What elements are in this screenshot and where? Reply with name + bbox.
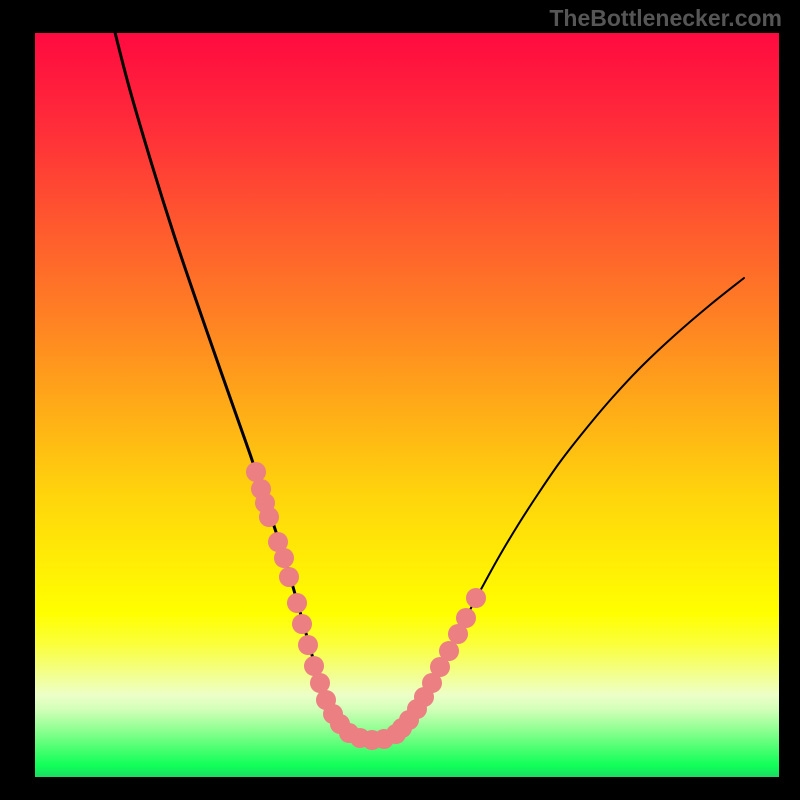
- data-marker: [292, 614, 312, 634]
- data-marker: [279, 567, 299, 587]
- data-marker: [274, 548, 294, 568]
- data-marker: [439, 641, 459, 661]
- data-marker: [456, 608, 476, 628]
- data-marker: [298, 635, 318, 655]
- data-marker: [287, 593, 307, 613]
- data-marker: [259, 507, 279, 527]
- bottleneck-curve: [35, 33, 779, 777]
- watermark-text: TheBottlenecker.com: [549, 5, 782, 32]
- plot-area: [35, 33, 779, 777]
- curve-left-branch: [107, 33, 368, 740]
- root-canvas: TheBottlenecker.com: [0, 0, 800, 800]
- curve-right-branch: [368, 278, 744, 740]
- data-marker: [466, 588, 486, 608]
